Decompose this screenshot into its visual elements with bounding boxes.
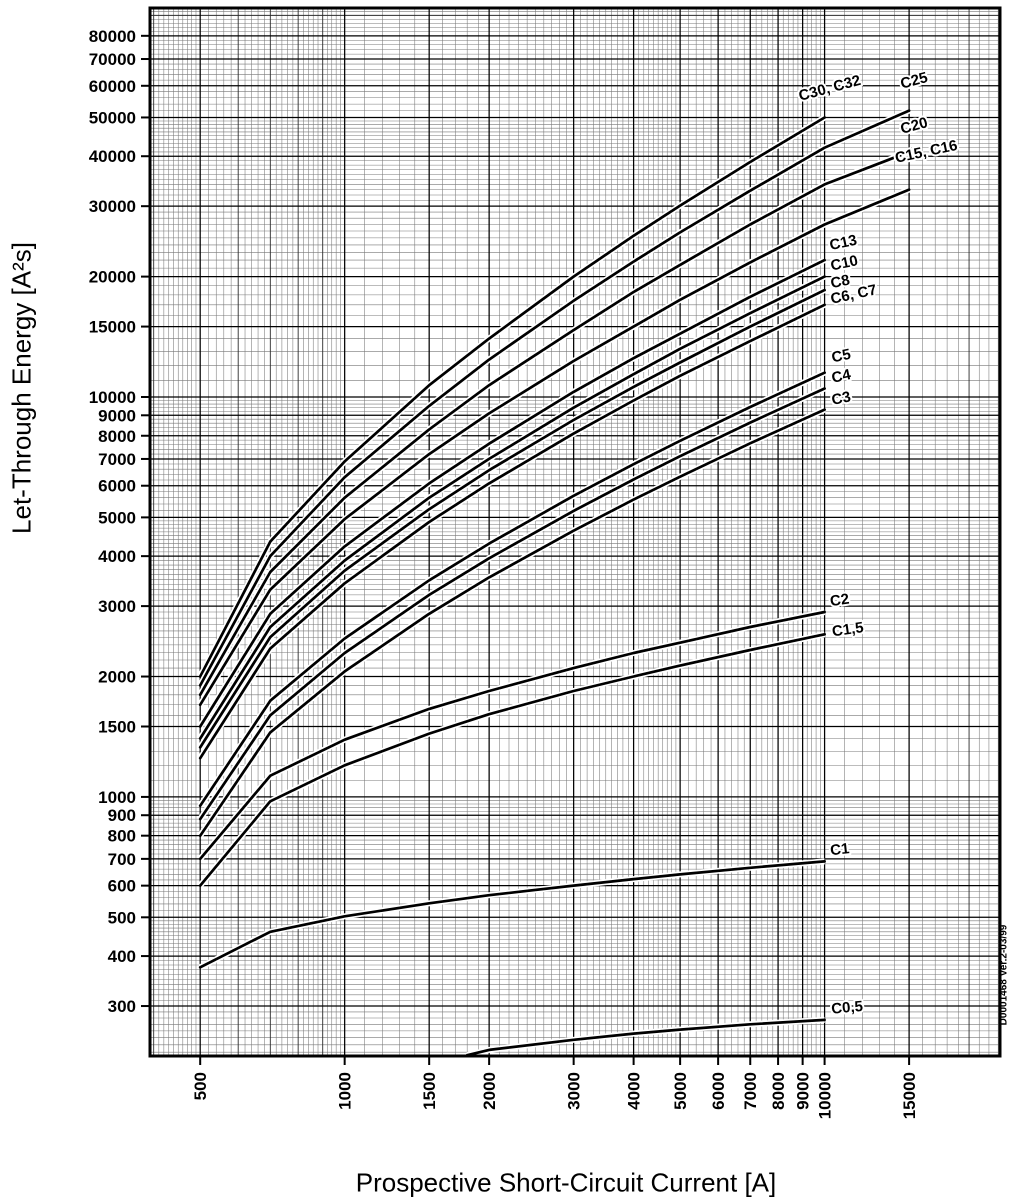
y-axis-title: Let-Through Energy [A²s] bbox=[6, 242, 37, 534]
y-tick-label: 70000 bbox=[89, 50, 136, 69]
y-tick-label: 40000 bbox=[89, 147, 136, 166]
curve-C15_C16 bbox=[198, 188, 911, 707]
curve-C20 bbox=[198, 150, 911, 697]
ticks-layer: 500 1000 1500 2000 3000 4000 5000 6000 7000 8000 9… bbox=[89, 27, 919, 1119]
grid-medium bbox=[150, 8, 1000, 1056]
y-tick-label: 50000 bbox=[89, 108, 136, 127]
y-tick-label: 2000 bbox=[98, 668, 136, 687]
curve-casing-C1 bbox=[198, 858, 825, 970]
curve-casing-C1_5 bbox=[197, 631, 826, 888]
curve-label-C30_C32: C30, C32 bbox=[797, 72, 863, 105]
y-tick-label: 60000 bbox=[89, 77, 136, 96]
curve-C13 bbox=[198, 258, 826, 728]
curve-C30_C32 bbox=[198, 116, 826, 678]
y-tick-label: 10000 bbox=[89, 388, 136, 407]
y-tick-label: 1000 bbox=[98, 788, 136, 807]
curve-C25 bbox=[198, 109, 911, 687]
y-tick-label: 700 bbox=[108, 850, 136, 869]
curve-label-C4: C4 bbox=[830, 366, 853, 387]
curve-C4 bbox=[198, 387, 826, 821]
x-tick-label: 1500 bbox=[420, 1072, 439, 1110]
curve-C1 bbox=[198, 860, 826, 969]
y-tick-label: 500 bbox=[108, 908, 136, 927]
y-tick-label: 4000 bbox=[98, 547, 136, 566]
x-tick-label: 15000 bbox=[900, 1072, 919, 1119]
curve-label-C5: C5 bbox=[830, 346, 852, 367]
y-tick-label: 30000 bbox=[89, 197, 136, 216]
curve-casing-C3 bbox=[197, 406, 826, 838]
y-tick-label: 1500 bbox=[98, 717, 136, 736]
y-tick-label: 20000 bbox=[89, 268, 136, 287]
x-tick-label: 6000 bbox=[709, 1072, 728, 1110]
curves-layer bbox=[197, 107, 911, 1059]
curve-C6_C7 bbox=[198, 303, 826, 760]
plot-frame bbox=[148, 6, 1002, 1058]
curve-casing-C2 bbox=[197, 609, 826, 861]
curve-label-C1_5: C1,5 bbox=[831, 619, 865, 640]
curve-label-C1: C1 bbox=[829, 840, 850, 859]
x-axis-title: Prospective Short-Circuit Current [A] bbox=[355, 1167, 777, 1198]
x-tick-label: 10000 bbox=[816, 1072, 835, 1119]
curve-label-C10: C10 bbox=[829, 252, 859, 274]
x-tick-label: 9000 bbox=[794, 1072, 813, 1110]
curve-C3 bbox=[198, 408, 826, 838]
document-number-note: D0001468 Ver.2-03/99 bbox=[998, 924, 1010, 1026]
curve-label-C0_5: C0,5 bbox=[831, 998, 864, 1018]
x-tick-label: 3000 bbox=[565, 1072, 584, 1110]
grid-major bbox=[150, 8, 1000, 1056]
curve-C1_5 bbox=[198, 632, 826, 887]
y-tick-label: 900 bbox=[108, 806, 136, 825]
curve-C10 bbox=[198, 275, 826, 740]
curve-C2 bbox=[198, 610, 826, 861]
x-tick-label: 1000 bbox=[336, 1072, 355, 1110]
y-tick-label: 400 bbox=[108, 947, 136, 966]
y-tick-label: 7000 bbox=[98, 450, 136, 469]
y-tick-label: 15000 bbox=[89, 318, 136, 337]
y-tick-label: 5000 bbox=[98, 508, 136, 527]
y-tick-label: 800 bbox=[108, 827, 136, 846]
y-tick-label: 80000 bbox=[89, 27, 136, 46]
x-tick-label: 500 bbox=[191, 1072, 210, 1100]
curve-C5 bbox=[198, 371, 826, 808]
curve-C0_5 bbox=[465, 1018, 826, 1057]
x-tick-label: 5000 bbox=[671, 1072, 690, 1110]
y-tick-label: 8000 bbox=[98, 427, 136, 446]
y-tick-label: 3000 bbox=[98, 597, 136, 616]
y-tick-label: 300 bbox=[108, 997, 136, 1016]
x-tick-label: 2000 bbox=[480, 1072, 499, 1110]
curve-label-C15_C16: C15, C16 bbox=[894, 137, 960, 167]
curve-label-C25: C25 bbox=[899, 69, 930, 93]
y-tick-label: 600 bbox=[108, 877, 136, 896]
y-tick-label: 9000 bbox=[98, 406, 136, 425]
curve-label-C3: C3 bbox=[830, 388, 852, 409]
x-tick-label: 4000 bbox=[625, 1072, 644, 1110]
curve-C8 bbox=[198, 288, 826, 749]
x-tick-label: 7000 bbox=[741, 1072, 760, 1110]
y-tick-label: 6000 bbox=[98, 477, 136, 496]
curve-label-C13: C13 bbox=[828, 232, 858, 254]
curve-label-C2: C2 bbox=[829, 591, 850, 611]
x-tick-label: 8000 bbox=[769, 1072, 788, 1110]
